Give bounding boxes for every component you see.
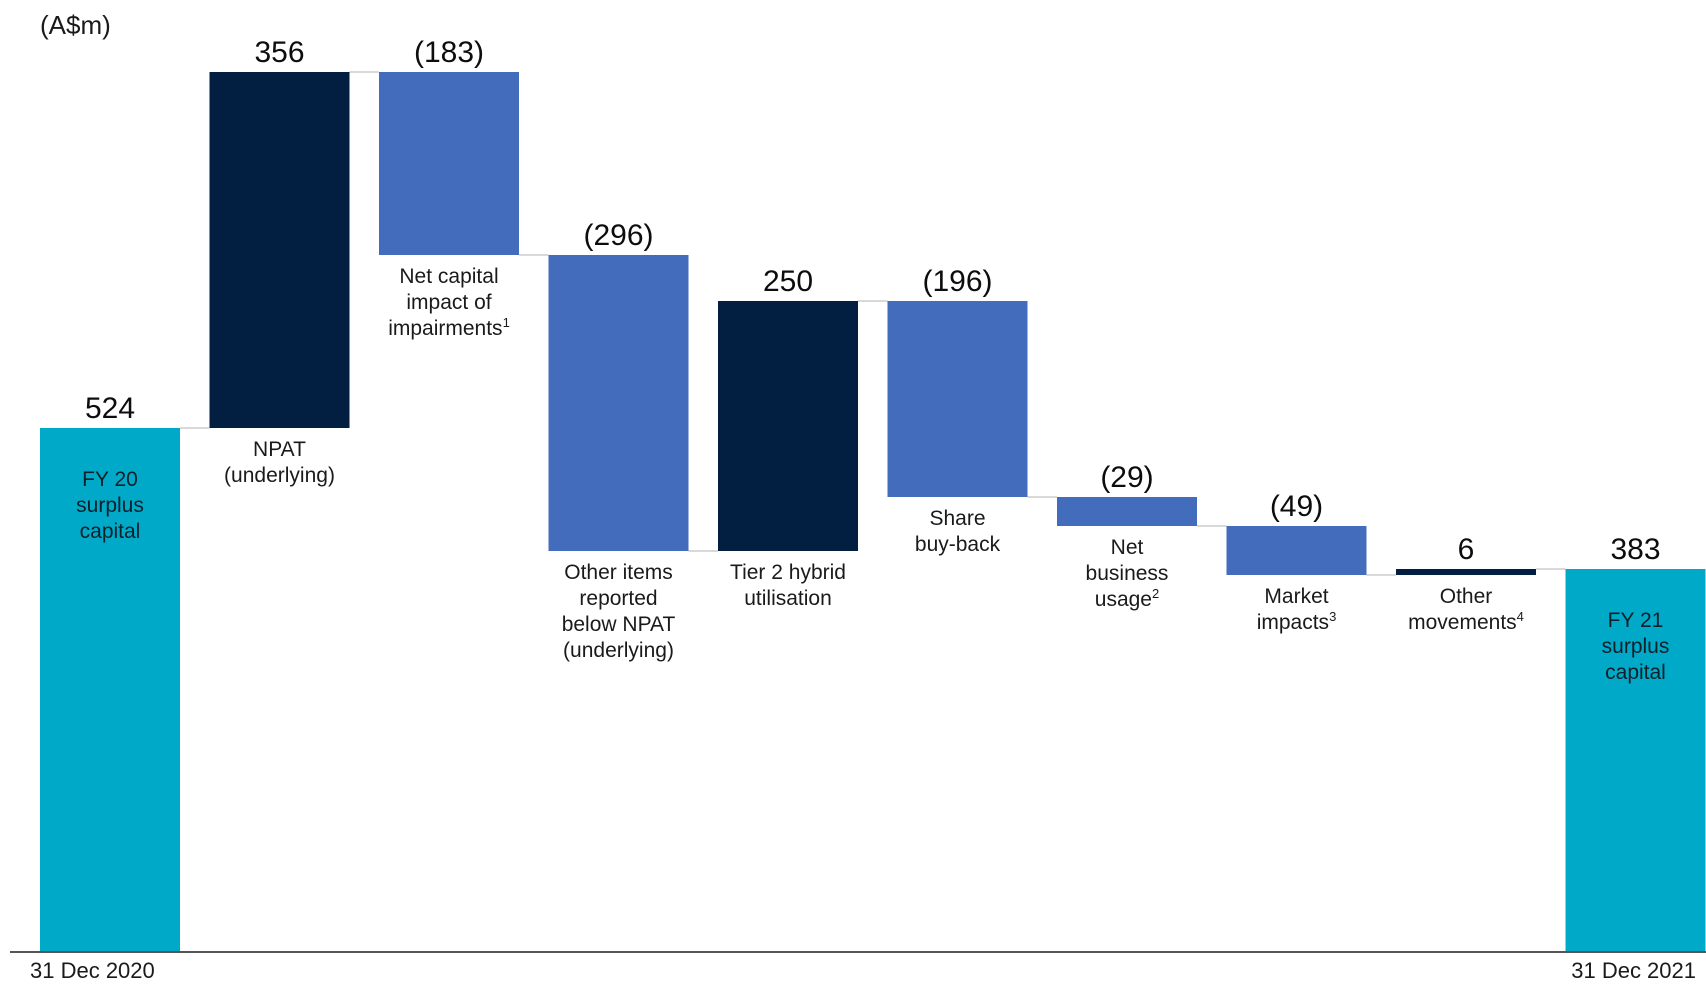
labels: 524 FY 20 surplus capital 356 NPAT (underlying… xyxy=(76,36,1669,684)
bar-4 xyxy=(548,255,689,551)
category-label-9: Other movements4 xyxy=(1408,585,1524,634)
category-label-2: NPAT (underlying) xyxy=(224,438,335,487)
category-label-5: Tier 2 hybrid utilisation xyxy=(730,561,846,610)
category-label-6: Share buy-back xyxy=(915,507,1001,556)
end-date-label: 31 Dec 2021 xyxy=(1571,958,1696,983)
start-date-label: 31 Dec 2020 xyxy=(30,958,155,983)
category-label-10: FY 21 surplus capital xyxy=(1602,609,1670,684)
value-label-1: 524 xyxy=(85,392,135,425)
value-label-4: (296) xyxy=(583,219,653,252)
value-label-7: (29) xyxy=(1100,461,1153,494)
bar-2 xyxy=(209,72,350,428)
bars xyxy=(40,72,1706,952)
bar-3 xyxy=(379,72,519,255)
value-label-9: 6 xyxy=(1458,533,1475,566)
value-label-8: (49) xyxy=(1270,490,1323,523)
value-label-3: (183) xyxy=(414,36,484,69)
bar-8 xyxy=(1226,526,1367,575)
bar-9 xyxy=(1396,569,1536,575)
value-label-6: (196) xyxy=(922,265,992,298)
unit-label: (A$m) xyxy=(40,10,111,40)
category-label-3: Net capital impact of impairments1 xyxy=(388,265,510,340)
bar-7 xyxy=(1057,497,1197,526)
value-label-5: 250 xyxy=(763,265,813,298)
connector-lines xyxy=(180,71,1566,576)
category-label-8: Market impacts3 xyxy=(1257,585,1337,634)
category-label-7: Net business usage2 xyxy=(1086,536,1169,611)
category-label-4: Other items reported below NPAT (underlying… xyxy=(562,561,676,662)
bar-6 xyxy=(887,301,1028,497)
category-label-1: FY 20 surplus capital xyxy=(76,468,144,543)
bar-5 xyxy=(718,301,858,551)
value-label-10: 383 xyxy=(1610,533,1660,566)
value-label-2: 356 xyxy=(254,36,304,69)
bar-1 xyxy=(40,428,180,952)
bar-10 xyxy=(1565,569,1706,952)
